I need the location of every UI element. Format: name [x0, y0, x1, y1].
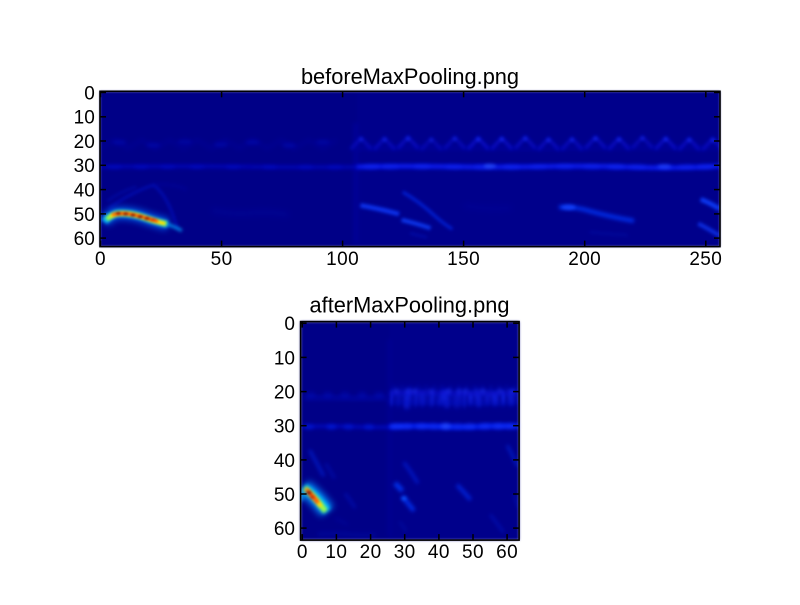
svg-text:0: 0	[95, 249, 106, 270]
svg-text:10: 10	[74, 108, 95, 129]
svg-text:50: 50	[74, 205, 95, 226]
svg-text:0: 0	[84, 83, 95, 104]
svg-text:50: 50	[274, 485, 295, 506]
svg-text:50: 50	[462, 542, 484, 563]
svg-text:10: 10	[274, 348, 295, 369]
svg-text:beforeMaxPooling.png: beforeMaxPooling.png	[301, 64, 519, 89]
svg-text:60: 60	[496, 542, 518, 563]
svg-text:30: 30	[74, 156, 95, 177]
svg-text:250: 250	[689, 249, 722, 270]
svg-text:0: 0	[284, 314, 295, 335]
svg-text:40: 40	[74, 181, 95, 202]
svg-text:40: 40	[274, 451, 295, 472]
svg-text:10: 10	[325, 542, 347, 563]
svg-text:150: 150	[447, 249, 480, 270]
svg-text:30: 30	[274, 417, 295, 438]
svg-text:50: 50	[211, 249, 233, 270]
svg-text:40: 40	[428, 542, 450, 563]
svg-text:20: 20	[360, 542, 382, 563]
svg-text:200: 200	[568, 249, 601, 270]
svg-text:30: 30	[394, 542, 416, 563]
svg-text:0: 0	[297, 542, 308, 563]
svg-text:afterMaxPooling.png: afterMaxPooling.png	[310, 293, 510, 318]
svg-text:100: 100	[326, 249, 359, 270]
svg-text:20: 20	[74, 132, 95, 153]
svg-text:60: 60	[274, 519, 295, 540]
svg-text:20: 20	[274, 383, 295, 404]
svg-text:60: 60	[74, 229, 95, 250]
